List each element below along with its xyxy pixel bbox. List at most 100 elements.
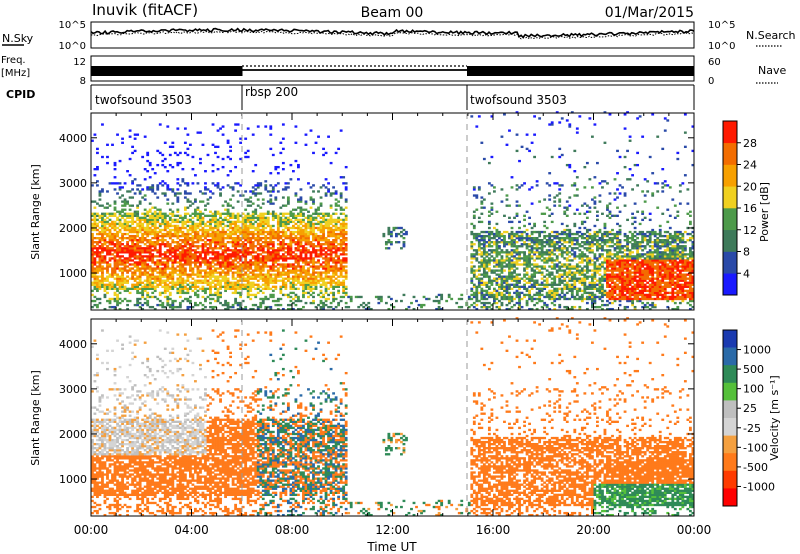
power-cell [482,198,486,201]
power-cell [523,251,526,254]
power-cell [297,200,300,203]
power-cell [299,228,303,232]
power-cell [538,293,542,297]
power-cell [183,192,187,195]
power-cell [271,251,275,254]
power-cell [158,291,162,295]
power-cell [304,255,308,258]
power-cell [329,277,333,280]
power-cell [133,263,137,266]
power-cell [500,255,504,258]
power-cell [166,170,170,173]
power-cell [269,307,273,311]
power-cell [286,269,290,272]
power-cell [274,236,278,240]
power-cell [309,275,313,278]
power-cell [173,230,177,234]
power-cell [309,283,313,286]
power-cell [123,287,127,291]
power-cell [297,255,300,258]
power-cell [168,257,172,260]
power-cell [126,214,129,217]
power-cell [93,261,97,264]
power-cell [143,220,147,224]
power-cell [480,301,484,305]
power-cell [254,293,258,297]
power-cell [563,295,567,299]
power-cell [188,299,192,303]
power-cell [480,295,484,299]
power-cell [131,263,135,266]
power-cell [173,253,177,256]
power-cell [540,287,544,291]
power-cell [309,255,313,258]
power-cell [256,224,260,228]
power-cell [319,307,323,311]
power-cell [146,232,150,236]
power-cell [560,230,564,234]
power-cell [226,277,230,280]
power-cell [281,243,285,246]
power-cell [281,168,285,171]
power-cell [339,129,343,132]
power-cell [533,263,537,266]
power-cell [229,170,232,173]
power-cell [219,230,222,234]
power-cell [266,253,270,256]
power-cell [309,293,313,297]
power-cell [535,283,539,286]
power-cell [136,224,140,228]
power-cell [161,301,165,305]
power-cell [312,257,315,260]
power-cell [161,232,165,236]
power-cell [480,297,484,301]
power-cell [194,241,197,244]
power-cell [379,295,383,299]
power-cell [106,287,109,291]
power-cell [224,243,227,246]
power-cell [244,198,248,201]
power-cell [251,271,255,274]
power-cell [249,261,253,264]
power-cell [229,212,232,215]
power-cell [156,243,160,246]
power-cell [246,127,250,130]
power-cell [543,224,547,228]
power-cell [274,165,278,169]
power-cell [508,216,511,220]
power-cell [545,251,549,254]
power-cell [194,281,197,284]
power-cell [339,234,343,238]
power-cell [337,275,341,278]
power-cell [121,216,124,220]
power-cell [560,273,564,276]
power-cell [515,293,519,297]
power-cell [309,281,313,284]
power-cell [146,267,150,270]
power-cell [495,247,499,250]
power-cell [533,293,537,297]
power-cell [131,204,135,207]
power-cell [299,281,303,284]
power-cell [339,267,343,270]
power-cell [309,241,313,244]
power-cell [219,247,222,250]
power-cell [317,190,320,193]
power-cell [101,285,104,288]
power-cell [284,216,288,220]
power-cell [158,151,162,155]
power-cell [493,269,496,272]
power-cell [163,226,167,230]
power-cell [269,184,273,187]
power-cell [133,277,137,280]
power-cell [151,206,155,209]
power-cell [294,261,298,264]
power-cell [259,271,263,274]
power-cell [101,283,104,286]
power-cell [98,226,102,230]
power-cell [166,297,170,301]
power-cell [545,281,549,284]
power-cell [555,255,559,258]
power-cell [397,232,401,236]
power-cell [204,230,207,234]
